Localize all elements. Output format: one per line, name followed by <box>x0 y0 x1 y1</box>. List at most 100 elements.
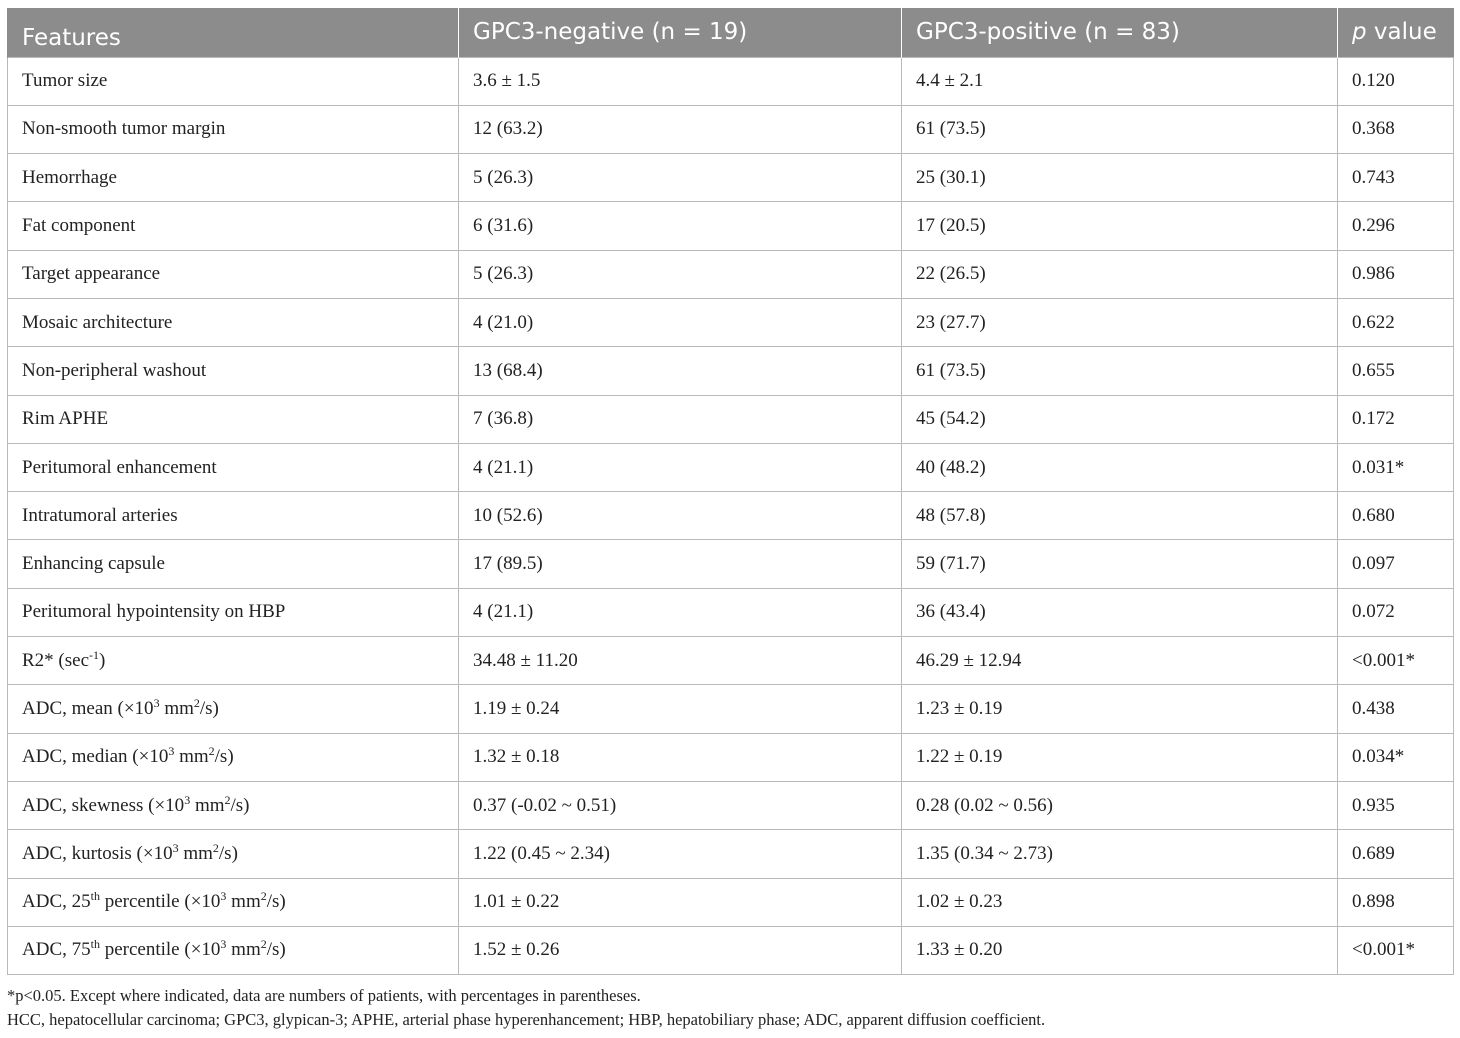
cell-gpc3-positive: 25 (30.1) <box>901 153 1338 203</box>
feature-text: /s) <box>266 891 286 913</box>
feature-superscript: 3 <box>153 696 160 710</box>
table-row: Peritumoral hypointensity on HBP 4 (21.1)… <box>7 587 1454 638</box>
feature-superscript: 2 <box>208 744 215 759</box>
table-row: Enhancing capsule 17 (89.5) 59 (71.7) 0.097 <box>7 539 1454 589</box>
cell-p-value: 0.296 <box>1337 201 1454 251</box>
feature-superscript: 2 <box>224 792 231 807</box>
feature-text: mm <box>178 842 213 864</box>
feature-text: ADC, kurtosis (×10 <box>22 842 173 864</box>
feature-superscript: th <box>90 937 100 952</box>
header-p-italic: p <box>1352 19 1367 46</box>
cell-p-value: 0.034* <box>1337 732 1454 782</box>
header-p-value: p value <box>1337 8 1454 57</box>
cell-p-value: <0.001* <box>1337 636 1454 686</box>
cell-feature: Rim APHE <box>7 394 459 444</box>
table-row: Tumor size 3.6 ± 1.5 4.4 ± 2.1 0.120 <box>7 56 1454 106</box>
feature-text: ADC, skewness (×10 <box>22 794 185 816</box>
cell-gpc3-positive: 17 (20.5) <box>901 201 1338 251</box>
feature-text: /s) <box>218 842 238 864</box>
cell-gpc3-positive: 61 (73.5) <box>901 104 1338 155</box>
table-row: Target appearance 5 (26.3) 22 (26.5) 0.986 <box>7 249 1454 299</box>
footnote-abbreviations: HCC, hepatocellular carcinoma; GPC3, gly… <box>7 1010 1046 1029</box>
table-row: ADC, median (×103 mm2/s) 1.32 ± 0.18 1.22 … <box>7 732 1454 782</box>
feature-text: mm <box>159 698 194 719</box>
cell-feature: Intratumoral arteries <box>7 491 459 541</box>
cell-gpc3-positive: 22 (26.5) <box>901 249 1338 299</box>
cell-p-value: 0.172 <box>1337 394 1454 444</box>
cell-p-value: 0.072 <box>1337 587 1454 638</box>
feature-superscript: th <box>90 889 100 904</box>
cell-p-value: 0.622 <box>1337 297 1454 348</box>
cell-gpc3-negative: 1.32 ± 0.18 <box>458 732 902 782</box>
footnote-significance: *p<0.05. Except where indicated, data ar… <box>7 986 641 1005</box>
cell-feature: Mosaic architecture <box>7 297 459 348</box>
feature-text: percentile (×10 <box>99 939 221 961</box>
cell-feature: ADC, 75th percentile (×103 mm2/s) <box>7 925 459 976</box>
feature-superscript: 3 <box>172 840 179 855</box>
cell-gpc3-negative: 4 (21.0) <box>458 297 902 348</box>
cell-gpc3-positive: 59 (71.7) <box>901 539 1338 589</box>
feature-text: /s) <box>199 698 219 719</box>
feature-text: mm <box>226 891 261 913</box>
feature-superscript: 3 <box>184 792 191 807</box>
table-row: ADC, mean (×103 mm2/s) 1.19 ± 0.24 1.23 ± … <box>7 684 1454 734</box>
feature-superscript: 2 <box>212 840 219 855</box>
cell-gpc3-positive: 45 (54.2) <box>901 394 1338 444</box>
cell-feature: ADC, mean (×103 mm2/s) <box>7 684 459 734</box>
cell-gpc3-negative: 5 (26.3) <box>458 249 902 299</box>
cell-p-value: 0.438 <box>1337 684 1454 734</box>
table-row: Hemorrhage 5 (26.3) 25 (30.1) 0.743 <box>7 153 1454 203</box>
cell-feature: Hemorrhage <box>7 153 459 203</box>
cell-p-value: 0.689 <box>1337 829 1454 879</box>
table-row: ADC, kurtosis (×103 mm2/s) 1.22 (0.45 ~ 2… <box>7 829 1454 879</box>
cell-feature: Peritumoral enhancement <box>7 442 459 493</box>
feature-superscript: -1 <box>89 647 100 662</box>
cell-feature: ADC, skewness (×103 mm2/s) <box>7 780 459 831</box>
feature-superscript: 3 <box>168 744 175 759</box>
cell-p-value: 0.120 <box>1337 56 1454 106</box>
cell-gpc3-negative: 4 (21.1) <box>458 587 902 638</box>
cell-p-value: 0.368 <box>1337 104 1454 155</box>
cell-gpc3-positive: 61 (73.5) <box>901 346 1338 396</box>
feature-text: ADC, median (×10 <box>22 746 169 768</box>
feature-text: percentile (×10 <box>99 891 221 913</box>
feature-superscript: 3 <box>220 889 227 904</box>
cell-gpc3-positive: 1.23 ± 0.19 <box>901 684 1338 734</box>
feature-text: ADC, 25 <box>22 891 91 913</box>
cell-gpc3-positive: 0.28 (0.02 ~ 0.56) <box>901 780 1338 831</box>
cell-feature: Non-smooth tumor margin <box>7 104 459 155</box>
table-row: Rim APHE 7 (36.8) 45 (54.2) 0.172 <box>7 394 1454 444</box>
cell-feature: ADC, 25th percentile (×103 mm2/s) <box>7 877 459 927</box>
cell-gpc3-positive: 1.02 ± 0.23 <box>901 877 1338 927</box>
feature-text: /s) <box>230 794 250 816</box>
header-row: Features GPC3-negative (n = 19) GPC3-pos… <box>7 8 1454 57</box>
feature-superscript: 2 <box>260 937 267 952</box>
cell-gpc3-negative: 1.19 ± 0.24 <box>458 684 902 734</box>
cell-p-value: 0.655 <box>1337 346 1454 396</box>
table-row: Non-peripheral washout 13 (68.4) 61 (73.5)… <box>7 346 1454 396</box>
table-row: ADC, 25th percentile (×103 mm2/s) 1.01 ± … <box>7 877 1454 927</box>
table-row: Mosaic architecture 4 (21.0) 23 (27.7) 0.62… <box>7 297 1454 348</box>
header-gpc3-positive: GPC3-positive (n = 83) <box>901 8 1338 57</box>
cell-gpc3-negative: 4 (21.1) <box>458 442 902 493</box>
cell-feature: Non-peripheral washout <box>7 346 459 396</box>
table-row: ADC, 75th percentile (×103 mm2/s) 1.52 ± … <box>7 925 1454 976</box>
cell-gpc3-positive: 4.4 ± 2.1 <box>901 56 1338 106</box>
cell-gpc3-positive: 36 (43.4) <box>901 587 1338 638</box>
table-row: Intratumoral arteries 10 (52.6) 48 (57.8) 0… <box>7 491 1454 541</box>
cell-gpc3-negative: 1.22 (0.45 ~ 2.34) <box>458 829 902 879</box>
data-table: Features GPC3-negative (n = 19) GPC3-pos… <box>7 8 1454 976</box>
cell-gpc3-positive: 48 (57.8) <box>901 491 1338 541</box>
table-header: Features GPC3-negative (n = 19) GPC3-pos… <box>7 8 1454 57</box>
feature-text: /s) <box>214 746 234 768</box>
feature-text: mm <box>190 794 225 816</box>
cell-gpc3-positive: 1.22 ± 0.19 <box>901 732 1338 782</box>
feature-text: R2* (sec <box>22 649 90 671</box>
header-features: Features <box>7 8 459 57</box>
feature-text: ADC, mean (×10 <box>22 698 154 719</box>
cell-gpc3-positive: 1.33 ± 0.20 <box>901 925 1338 976</box>
cell-feature: Enhancing capsule <box>7 539 459 589</box>
cell-gpc3-negative: 34.48 ± 11.20 <box>458 636 902 686</box>
table-row: R2* (sec-1) 34.48 ± 11.20 46.29 ± 12.94 <0.… <box>7 636 1454 686</box>
cell-feature: Target appearance <box>7 249 459 299</box>
